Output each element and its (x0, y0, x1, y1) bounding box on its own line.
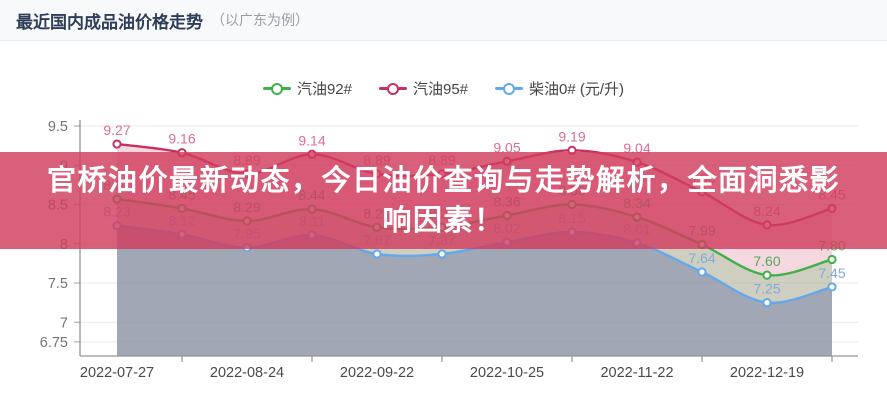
y-tick-label: 9.5 (48, 119, 68, 135)
data-point-label: 7.25 (753, 281, 780, 297)
data-point-label: 7.60 (753, 253, 780, 269)
data-point-marker (827, 282, 837, 292)
legend-line-circle-icon (378, 82, 407, 96)
legend-item[interactable]: 汽油92# (262, 78, 352, 99)
headline-text-line1: 官桥油价最新动态，今日油价查询与走势解析，全面洞悉影 (46, 164, 840, 197)
x-tick-label: 2022-10-25 (470, 365, 544, 381)
chart-legend: 汽油92# 汽油95# 柴油0# (元/升) (0, 78, 887, 99)
headline-text-line2: 响因素！ (382, 204, 505, 237)
data-point-marker (762, 270, 772, 280)
data-point-marker (762, 298, 772, 308)
data-point-label: 9.05 (493, 139, 520, 155)
legend-item[interactable]: 柴油0# (元/升) (495, 78, 624, 99)
legend-line-circle-icon (495, 82, 524, 96)
data-point-label: 9.16 (168, 131, 195, 147)
data-point-label: 7.45 (818, 265, 845, 281)
x-tick-label: 2022-12-19 (730, 365, 804, 381)
x-tick-label: 2022-09-22 (340, 365, 414, 381)
data-point-marker (437, 249, 447, 259)
data-point-label: 9.14 (298, 132, 325, 148)
legend-label: 汽油95# (412, 81, 469, 98)
x-tick-label: 2022-08-24 (210, 365, 284, 381)
chart-subtitle: （以广东为例） (211, 12, 309, 28)
x-tick-label: 2022-11-22 (600, 365, 673, 381)
data-point-marker (697, 267, 707, 277)
legend-item[interactable]: 汽油95# (378, 78, 469, 99)
data-point-marker (112, 139, 122, 149)
y-tick-label: 6.75 (40, 335, 68, 351)
chart-title: 最近国内成品油价格走势 (16, 12, 203, 32)
data-point-label: 9.19 (558, 128, 585, 144)
data-point-marker (372, 249, 382, 259)
y-tick-label: 7.5 (48, 276, 68, 292)
chart-header: 最近国内成品油价格走势 （以广东为例） (0, 0, 887, 41)
x-tick-label: 2022-07-27 (80, 365, 154, 381)
legend-line-circle-icon (262, 82, 291, 96)
series-area-fill (117, 225, 832, 356)
data-point-marker (827, 254, 837, 265)
legend-label: 汽油92# (296, 81, 352, 98)
headline-banner: 官桥油价最新动态，今日油价查询与走势解析，全面洞悉影 响因素！ (0, 152, 887, 249)
data-point-label: 7.64 (688, 250, 715, 266)
legend-label: 柴油0# (元/升) (529, 81, 625, 98)
y-tick-label: 7 (60, 315, 68, 331)
data-point-label: 9.27 (103, 122, 130, 138)
